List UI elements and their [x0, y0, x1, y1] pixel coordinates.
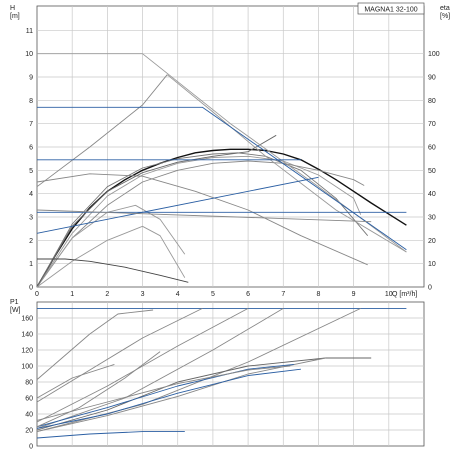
eta-ytick-label: 60 [428, 145, 436, 152]
eta-ytick-label: 30 [428, 215, 436, 222]
power-ytick-label: 60 [25, 396, 33, 403]
head-curve-series-3 [36, 155, 362, 288]
head-ytick-label: 5 [29, 168, 33, 175]
head-axis-label: H [10, 5, 15, 12]
power-ytick-label: 100 [21, 364, 33, 371]
head-ytick-label: 2 [29, 238, 33, 245]
head-ytick-label: 0 [29, 285, 33, 292]
flow-xtick-label: 5 [211, 291, 215, 298]
head-curve-series-2 [36, 152, 369, 288]
flow-axis-label: Q [m³/h] [392, 291, 417, 298]
head-curve-series-7 [36, 134, 277, 288]
power-curve-series-7 [36, 357, 372, 431]
power-ytick-label: 20 [25, 428, 33, 435]
power-curve-series-4 [36, 308, 249, 423]
eta-ytick-label: 80 [428, 98, 436, 105]
eta-ytick-label: 0 [428, 285, 432, 292]
power-ytick-label: 40 [25, 412, 33, 419]
head-curve-series-17 [36, 176, 319, 234]
head-ytick-label: 10 [25, 51, 33, 58]
head-ytick-label: 6 [29, 145, 33, 152]
flow-xtick-label: 6 [246, 291, 250, 298]
flow-xtick-label: 4 [176, 291, 180, 298]
eta-ytick-label: 90 [428, 75, 436, 82]
flow-xtick-label: 10 [385, 291, 393, 298]
flow-xtick-label: 3 [141, 291, 145, 298]
eta-ytick-label: 100 [428, 51, 440, 58]
power-curve-series-3 [36, 307, 203, 403]
flow-xtick-label: 1 [70, 291, 74, 298]
flow-xtick-label: 0 [35, 291, 39, 298]
head-curve-series-4 [36, 160, 365, 288]
power-ytick-label: 160 [21, 316, 33, 323]
head-curve-series-9 [37, 258, 189, 283]
head-curve-series-18 [36, 209, 372, 223]
head-ytick-label: 8 [29, 98, 33, 105]
head-ytick-label: 1 [29, 261, 33, 268]
power-ytick-label: 120 [21, 348, 33, 355]
flow-xtick-label: 8 [317, 291, 321, 298]
power-ytick-label: 140 [21, 332, 33, 339]
head-curve-series-14 [37, 106, 407, 251]
power-curve-series-8 [36, 357, 326, 433]
head-curve-series-10 [36, 74, 168, 188]
power-curve-series-9 [36, 368, 301, 429]
head-ytick-label: 4 [29, 191, 33, 198]
eta-ytick-label: 10 [428, 261, 436, 268]
head-ytick-label: 7 [29, 121, 33, 128]
flow-xtick-label: 7 [281, 291, 285, 298]
chart-title: MAGNA1 32-100 [364, 7, 417, 14]
flow-xtick-label: 2 [105, 291, 109, 298]
power-curve-series-5 [36, 308, 284, 429]
eta-axis-label: [%] [440, 13, 450, 20]
power-axis-label: [W] [10, 307, 21, 314]
head-ytick-label: 3 [29, 215, 33, 222]
head-curve-series-1 [36, 148, 407, 288]
eta-ytick-label: 20 [428, 238, 436, 245]
power-ytick-label: 80 [25, 380, 33, 387]
power-curve-series-13 [36, 363, 115, 399]
power-curve-series-10 [36, 363, 294, 428]
eta-axis-label: eta [440, 5, 450, 12]
power-axis-label: P1 [10, 299, 19, 306]
power-ytick-label: 0 [29, 444, 33, 451]
eta-ytick-label: 40 [428, 191, 436, 198]
eta-ytick-label: 50 [428, 168, 436, 175]
title-box [357, 2, 425, 15]
power-plot-frame [36, 301, 425, 447]
head-curve-series-8 [36, 225, 186, 288]
head-curve-series-11 [166, 74, 407, 253]
head-axis-label: [m] [10, 13, 20, 20]
head-ytick-label: 9 [29, 75, 33, 82]
power-curve-series-14 [36, 351, 161, 428]
power-curve-series-11 [36, 365, 291, 421]
flow-xtick-label: 9 [352, 291, 356, 298]
power-curve-series-2 [36, 309, 154, 380]
head-ytick-label: 11 [26, 28, 33, 35]
head-plot-frame [36, 5, 425, 288]
eta-ytick-label: 70 [428, 121, 436, 128]
head-curve-series-6 [36, 173, 368, 266]
head-curve-series-5 [36, 204, 186, 288]
power-curve-series-12 [36, 431, 185, 439]
